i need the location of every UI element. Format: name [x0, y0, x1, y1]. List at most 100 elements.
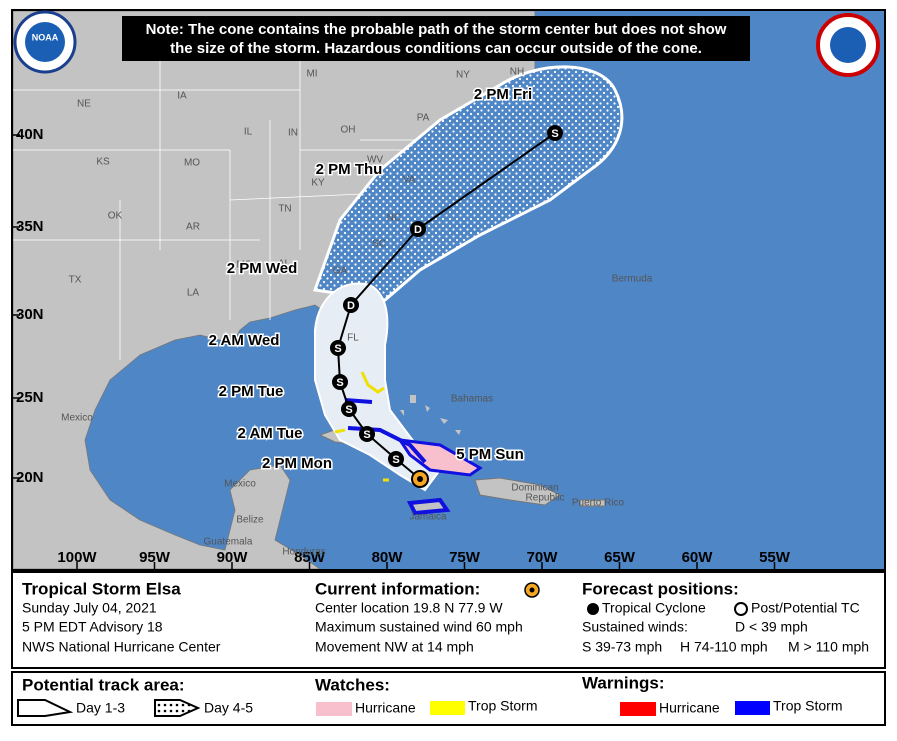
place-label: Guatemala [204, 537, 253, 548]
place-label: TX [69, 275, 82, 286]
tc-label: Tropical Cyclone [602, 600, 706, 616]
place-label: Puerto Rico [572, 498, 625, 509]
forecast-title: Forecast positions: [582, 579, 739, 598]
place-label: MI [306, 69, 317, 80]
place-label: TN [278, 204, 291, 215]
ts-watch-swatch [430, 701, 465, 715]
track-marker [343, 297, 359, 313]
wind-class: M > 110 mph [788, 639, 869, 655]
place-label: Jamaica [409, 512, 447, 523]
place-label: Dominican [511, 483, 558, 494]
place-label: Republic [526, 493, 565, 504]
ts-watch-label: Trop Storm [468, 698, 538, 714]
place-label: KS [96, 157, 110, 168]
latitude-label: 35N [16, 218, 44, 235]
place-label: NH [510, 67, 524, 78]
place-label: GA [333, 266, 348, 277]
place-label: VA [403, 175, 416, 186]
storm-advisory: 5 PM EDT Advisory 18 [22, 619, 163, 635]
forecast-time: 2 PM Tue [219, 383, 284, 400]
track-marker-letter: S [363, 429, 370, 441]
track-marker-letter: S [345, 404, 352, 416]
track-marker [332, 374, 348, 390]
ptc-symbol [734, 602, 748, 616]
noaa-logo-text: NOAA [32, 32, 59, 42]
track-marker-letter: S [336, 377, 343, 389]
note: the size of the storm. Hazardous conditi… [170, 40, 702, 57]
track-marker [410, 221, 426, 237]
latitude-label: 40N [16, 126, 44, 143]
place-label: MO [184, 158, 200, 169]
day-1-3-icon [17, 699, 74, 717]
wind-class: H 74-110 mph [680, 639, 768, 655]
longitude-label: 100W [57, 549, 97, 566]
storm-center: NWS National Hurricane Center [22, 639, 221, 655]
place-label: Bahamas [451, 394, 493, 405]
track-marker-letter: S [334, 343, 341, 355]
track-marker [359, 426, 375, 442]
forecast-time: 2 PM Mon [262, 455, 332, 472]
place-label: OK [108, 211, 123, 222]
storm-name: Tropical Storm Elsa [22, 579, 181, 598]
forecast-time: 2 AM Tue [237, 425, 302, 442]
place-label: Mexico [224, 479, 256, 490]
wind-class: D < 39 mph [735, 619, 808, 635]
day-4-5-icon [154, 699, 201, 717]
cone-day-4-5 [312, 65, 624, 302]
current-icon [529, 587, 535, 593]
longitude-label: 60W [682, 549, 714, 566]
day-1-3-label: Day 1-3 [76, 700, 125, 716]
note-box [122, 16, 750, 61]
map-frame [11, 9, 886, 571]
current-title: Current information: [315, 579, 480, 598]
longitude-label: 65W [604, 549, 636, 566]
watches-title: Watches: [315, 675, 390, 694]
place-label: Belize [236, 515, 264, 526]
current-line: Movement NW at 14 mph [315, 639, 474, 655]
forecast-time: 2 PM Thu [316, 161, 383, 178]
hurricane-warning-label: Hurricane [659, 700, 720, 716]
ts-warning-swatch [735, 701, 770, 715]
place-label: MS [237, 260, 252, 271]
hurricane-watch-label: Hurricane [355, 700, 416, 716]
place-label: NE [77, 99, 91, 110]
ptc-label: Post/Potential TC [751, 600, 860, 616]
forecast-time: 5 PM Sun [456, 446, 524, 463]
current-position [417, 476, 423, 482]
track-marker [547, 125, 563, 141]
state-lines [13, 60, 460, 360]
place-label: KY [311, 178, 325, 189]
track-marker-letter: D [414, 224, 422, 236]
longitude-label: 75W [449, 549, 481, 566]
note: Note: The cone contains the probable pat… [146, 21, 727, 38]
track-marker [341, 401, 357, 417]
longitude-label: 80W [372, 549, 404, 566]
place-label: FL [347, 333, 359, 344]
place-label: WV [367, 155, 383, 166]
track-marker [330, 340, 346, 356]
place-label: OH [341, 125, 356, 136]
place-label: Mexico [61, 413, 93, 424]
noaa-logo [25, 22, 65, 62]
trop-storm-watch [334, 371, 389, 482]
longitude-label: 90W [217, 549, 249, 566]
place-label: AL [278, 259, 291, 270]
tc-symbol [587, 603, 599, 615]
latitude-label: 20N [16, 469, 44, 486]
place-label: SC [372, 239, 386, 250]
warnings-title: Warnings: [582, 673, 664, 692]
longitude-label: 85W [294, 549, 326, 566]
track-marker-letter: S [551, 128, 558, 140]
place-label: Honduras [282, 547, 325, 558]
forecast-time: 2 PM Wed [227, 260, 298, 277]
place-label: NY [456, 70, 470, 81]
wind-class: S 39-73 mph [582, 639, 662, 655]
forecast-time: 2 PM Fri [474, 86, 532, 103]
place-label: AR [186, 222, 200, 233]
latitude-label: 30N [16, 306, 44, 323]
hurricane-watch-swatch [316, 702, 352, 716]
latitude-label: 25N [16, 389, 44, 406]
current-line: Maximum sustained wind 60 mph [315, 619, 523, 635]
track-marker [388, 451, 404, 467]
